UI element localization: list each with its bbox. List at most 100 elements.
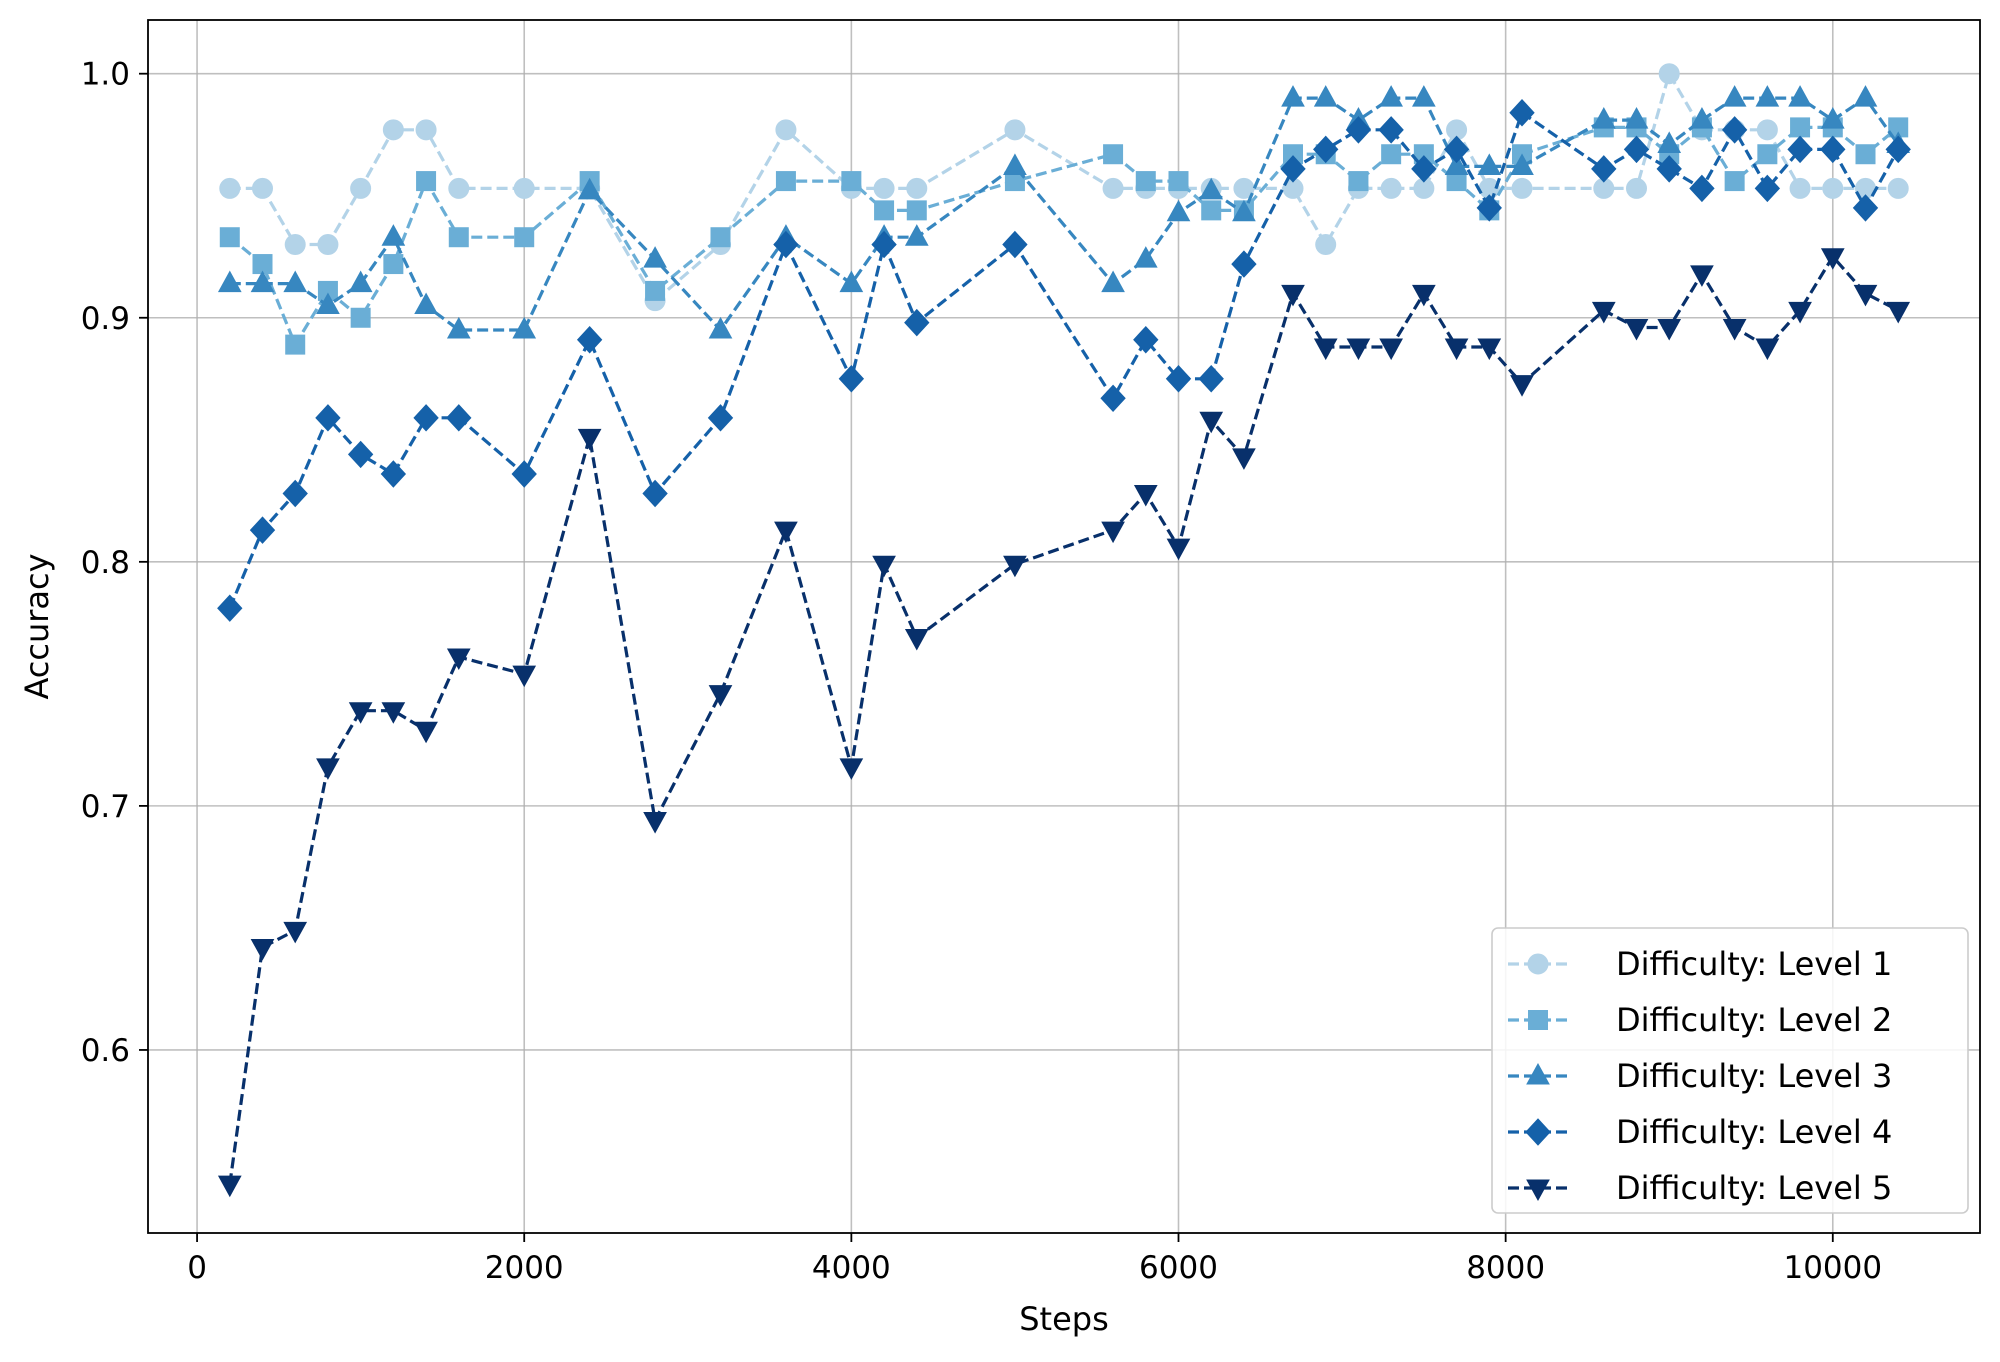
x-tick-label: 10000 [1783,1250,1882,1286]
data-point [1232,448,1256,470]
data-point [1853,284,1878,307]
data-point [348,270,373,293]
data-point [904,628,929,651]
data-point [1510,375,1534,397]
data-point [1378,116,1404,144]
data-point [348,702,373,724]
x-tick-label: 2000 [485,1250,564,1286]
data-point [1101,521,1125,544]
data-point [1133,246,1158,268]
data-point [416,171,437,192]
data-point [1102,177,1124,199]
legend-label: Difficulty: Level 1 [1616,945,1892,983]
data-point [317,234,339,256]
data-point [1788,301,1812,324]
data-point [252,177,273,199]
data-point [1885,135,1911,164]
series-level-5 [217,248,1911,1198]
legend-marker-swatch [1528,1010,1548,1030]
data-point [249,516,276,544]
data-point [642,479,668,508]
data-point [512,665,537,688]
data-point [576,325,603,354]
data-point [381,224,406,246]
data-point [1626,177,1647,199]
data-point [1591,155,1617,183]
y-tick-label: 0.9 [81,301,130,337]
data-point [1820,107,1845,129]
data-point [282,479,308,508]
data-point [775,171,796,192]
data-point [1346,338,1371,361]
data-point [217,594,243,622]
data-point [250,270,275,293]
legend-marker-swatch [1526,1062,1550,1085]
data-point [1135,171,1156,192]
series-line-level-4 [228,111,1900,609]
data-point [710,227,731,248]
data-point [283,270,308,293]
data-point [1757,144,1778,165]
data-point [1233,177,1255,199]
legend-marker-swatch [1526,1179,1550,1202]
data-point [1510,153,1534,175]
data-point [382,119,404,141]
legend: Difficulty: Level 1 Difficulty: Level 2 Di… [1491,927,1969,1214]
data-point [871,230,897,259]
data-point [285,334,306,355]
data-point [513,177,535,199]
data-point [1313,85,1338,107]
data-point [839,270,864,293]
data-point [1345,116,1372,144]
data-point [838,365,865,393]
data-point [577,177,602,200]
data-point [380,460,407,488]
data-point [1004,119,1026,141]
data-point [1820,135,1846,164]
axis-ticks: 0 2000 4000 6000 8000 10000 0.6 0.7 0.8 0.9 1.0 [81,57,1882,1286]
data-point [775,119,797,141]
data-point [839,758,864,780]
data-point [1820,248,1845,270]
data-point [1689,174,1715,203]
data-point [1003,555,1027,578]
x-tick-label: 6000 [1139,1250,1218,1286]
data-point [217,1175,242,1198]
data-point [350,307,371,328]
data-point [1658,63,1680,85]
data-point [645,280,666,301]
data-point [1591,301,1616,324]
data-point [1886,301,1911,324]
legend-marker-swatch [1525,1118,1551,1146]
data-point [1855,144,1876,165]
data-point [1002,230,1028,259]
x-tick-label: 0 [187,1250,207,1286]
data-point [414,292,438,315]
data-point [284,234,306,256]
data-point [415,119,437,141]
data-point [1511,177,1533,199]
data-point [1280,155,1306,183]
data-point [1348,171,1369,192]
data-point [1133,484,1158,507]
data-point [315,404,341,432]
data-point [1690,265,1714,287]
data-point [872,555,896,578]
data-point [316,758,340,780]
data-point [1476,194,1502,222]
data-point [708,316,733,339]
data-point [1198,365,1224,393]
series-line-level-5 [228,255,1899,1185]
data-point [1313,338,1338,361]
data-point [1166,538,1191,561]
legend-item-level-3: Difficulty: Level 3 [1508,1057,1892,1095]
x-tick-label: 4000 [812,1250,891,1286]
data-point [1477,153,1502,175]
y-axis-label: Accuracy [18,553,56,699]
data-point [1591,107,1616,129]
data-point [1789,177,1811,199]
data-point [643,246,667,268]
data-point [643,812,667,834]
